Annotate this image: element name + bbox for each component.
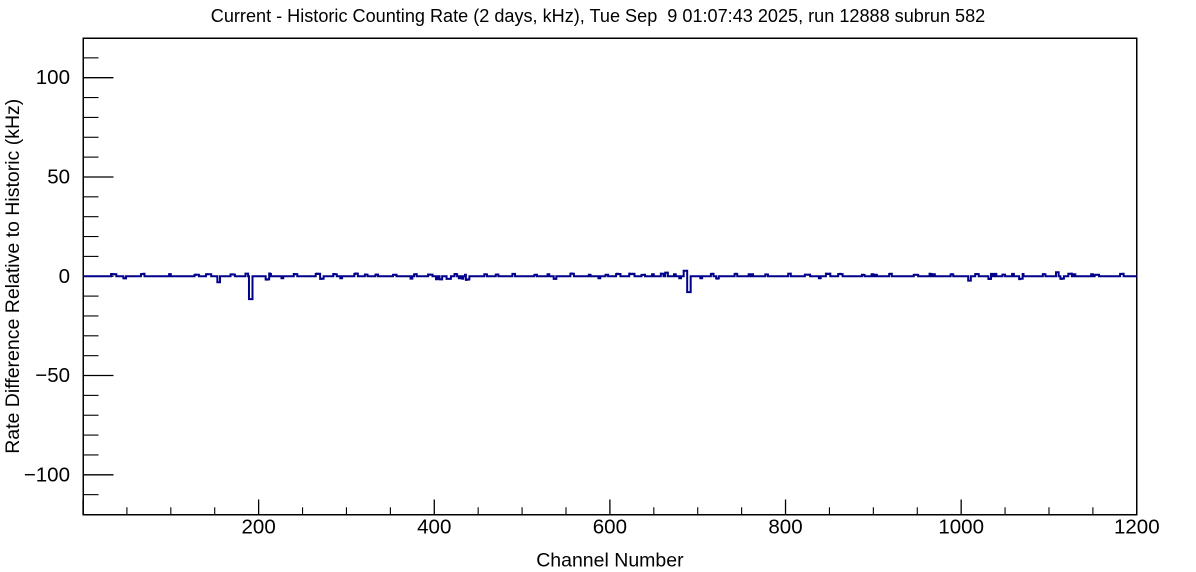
svg-text:Channel Number: Channel Number <box>536 550 684 572</box>
svg-text:50: 50 <box>47 165 70 188</box>
svg-text:1200: 1200 <box>1114 516 1160 539</box>
svg-text:800: 800 <box>768 516 802 539</box>
svg-text:−50: −50 <box>35 364 70 387</box>
svg-text:600: 600 <box>593 516 627 539</box>
svg-text:Rate Difference Relative to Hi: Rate Difference Relative to Historic (kH… <box>2 99 24 454</box>
svg-text:100: 100 <box>36 66 70 89</box>
svg-text:200: 200 <box>242 516 276 539</box>
svg-text:1000: 1000 <box>938 516 984 539</box>
svg-text:−100: −100 <box>24 463 70 486</box>
svg-text:400: 400 <box>417 516 451 539</box>
svg-text:0: 0 <box>59 265 70 288</box>
